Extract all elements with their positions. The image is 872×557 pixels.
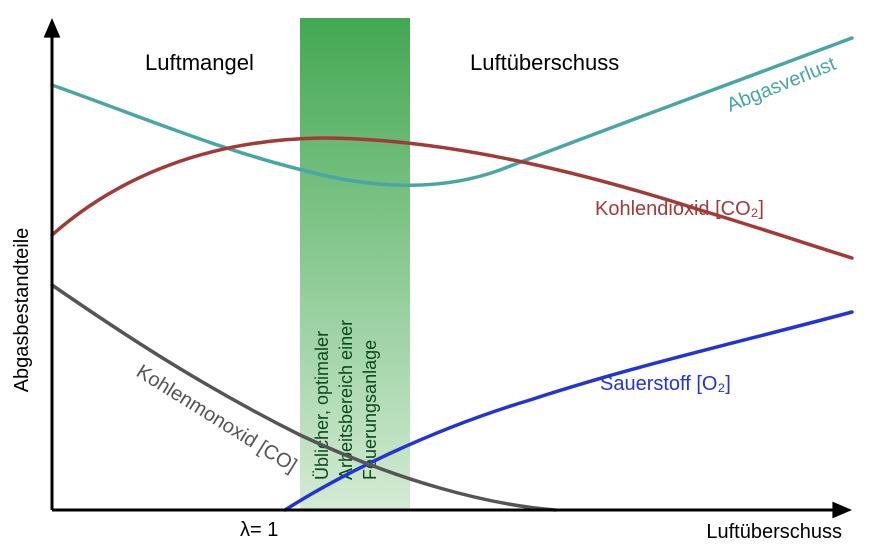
label-abgasverlust: Abgasverlust [724,53,840,117]
optimal-band-label-line: Üblicher, optimaler [312,331,332,480]
combustion-chart: Üblicher, optimalerArbeitsbereich einerF… [0,0,872,557]
region-label-right: Luftüberschuss [470,50,619,75]
label-co: Kohlenmonoxid [CO] [132,361,300,477]
lambda-label: λ= 1 [240,519,278,541]
x-axis-label: Luftüberschuss [706,521,842,543]
label-o2: Sauerstoff [O₂] [600,373,731,395]
y-axis-label: Abgasbestandteile [11,228,33,393]
region-label-left: Luftmangel [145,50,254,75]
y-axis-arrow [44,18,61,38]
label-co2: Kohlendioxid [CO₂] [595,198,764,220]
x-axis-arrow [832,502,852,519]
